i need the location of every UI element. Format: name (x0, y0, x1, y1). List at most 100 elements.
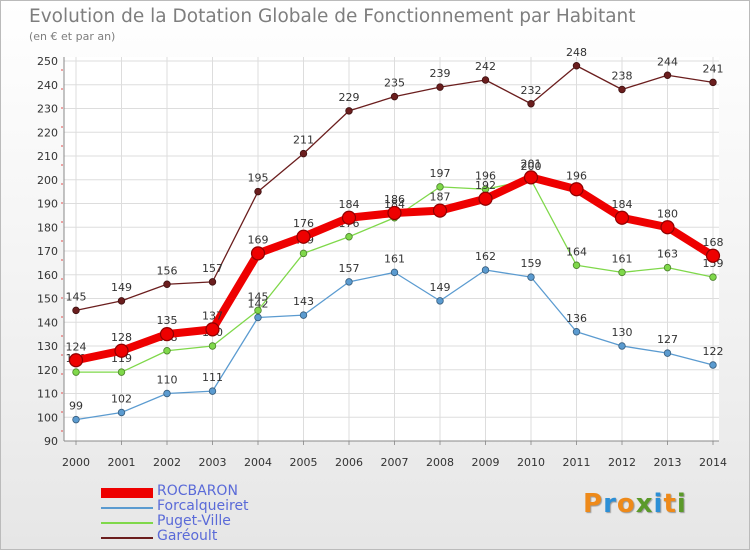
y-tick-label: 150 (37, 293, 58, 306)
legend-item: ROCBARON (101, 483, 401, 500)
data-label-rocbaron: 168 (703, 236, 724, 249)
data-point-rocbaron (523, 170, 539, 185)
data-label-forcalqueiret: 149 (430, 281, 451, 294)
data-label-rocbaron: 196 (566, 169, 587, 182)
logo-letter: x (635, 489, 654, 519)
data-point-gareoult (527, 100, 535, 108)
data-point-forcalqueiret (163, 389, 171, 398)
y-tick-label: 220 (37, 126, 58, 139)
data-label-forcalqueiret: 161 (384, 252, 405, 265)
x-tick-label: 2013 (654, 456, 682, 469)
data-point-forcalqueiret (618, 342, 626, 350)
legend-swatch (101, 537, 153, 539)
data-point-gareoult (117, 297, 126, 305)
data-label-gareoult: 156 (157, 264, 178, 277)
data-label-rocbaron: 169 (248, 233, 269, 246)
data-label-rocbaron: 186 (384, 193, 405, 206)
data-label-gareoult: 157 (202, 262, 223, 275)
data-label-rocbaron: 128 (111, 331, 132, 344)
data-point-gareoult (299, 149, 308, 158)
data-label-puget-ville: 164 (566, 245, 587, 258)
data-point-forcalqueiret (390, 268, 399, 277)
data-label-forcalqueiret: 130 (612, 326, 633, 339)
data-point-gareoult (481, 76, 490, 84)
data-point-rocbaron (387, 205, 402, 221)
logo-letter: i (676, 489, 687, 519)
data-label-puget-ville: 145 (248, 290, 269, 303)
data-label-rocbaron: 187 (430, 191, 451, 204)
data-label-forcalqueiret: 142 (248, 298, 269, 311)
data-label-gareoult: 229 (339, 91, 360, 104)
data-label-forcalqueiret: 102 (111, 393, 132, 406)
data-point-gareoult (208, 278, 217, 286)
x-tick-label: 2011 (563, 456, 591, 469)
data-label-gareoult: 238 (612, 70, 633, 83)
data-label-forcalqueiret: 162 (475, 250, 496, 263)
data-point-puget-ville (299, 249, 308, 258)
data-point-rocbaron (114, 343, 129, 358)
data-label-forcalqueiret: 99 (69, 400, 83, 413)
data-label-gareoult: 239 (430, 67, 451, 80)
data-point-forcalqueiret (254, 313, 262, 322)
data-label-gareoult: 241 (703, 62, 724, 75)
proxiti-logo: Proxiti (583, 489, 687, 519)
data-point-rocbaron (432, 203, 448, 218)
data-point-gareoult (663, 71, 672, 79)
logo-letter: t (663, 489, 677, 519)
data-point-puget-ville (663, 263, 672, 272)
data-point-rocbaron (341, 210, 357, 225)
data-point-puget-ville (345, 233, 353, 241)
data-label-forcalqueiret: 157 (339, 262, 360, 275)
x-tick-label: 2001 (108, 456, 136, 469)
data-label-rocbaron: 137 (202, 309, 223, 322)
legend-label: Puget-Ville (157, 513, 231, 529)
legend-swatch (101, 507, 153, 509)
y-tick-label: 130 (37, 340, 58, 353)
data-label-rocbaron: 184 (612, 198, 633, 211)
data-label-gareoult: 195 (248, 172, 269, 185)
data-label-puget-ville: 196 (475, 169, 496, 182)
data-label-puget-ville: 197 (430, 167, 451, 180)
legend-swatch (101, 488, 153, 498)
legend-item: Forcalqueiret (101, 498, 401, 515)
data-label-forcalqueiret: 111 (202, 371, 223, 384)
data-label-gareoult: 242 (475, 60, 496, 73)
x-tick-label: 2009 (472, 456, 500, 469)
plot-area (64, 57, 719, 441)
data-label-puget-ville: 184 (384, 198, 405, 211)
y-tick-label: 250 (37, 55, 58, 68)
data-point-rocbaron (68, 353, 84, 368)
data-label-forcalqueiret: 143 (293, 295, 314, 308)
data-point-gareoult (254, 187, 262, 196)
data-point-forcalqueiret (572, 328, 581, 336)
data-point-puget-ville (254, 306, 262, 315)
y-tick-label: 210 (37, 150, 58, 163)
x-tick-label: 2014 (699, 456, 727, 469)
x-tick-label: 2002 (153, 456, 181, 469)
data-point-gareoult (163, 280, 171, 288)
data-point-puget-ville (572, 261, 581, 269)
data-point-gareoult (572, 62, 581, 70)
data-point-rocbaron (614, 210, 630, 225)
data-point-forcalqueiret (481, 266, 490, 274)
y-tick-label: 240 (37, 79, 58, 92)
data-point-forcalqueiret (299, 311, 308, 319)
data-label-rocbaron: 176 (293, 217, 314, 230)
data-point-rocbaron (478, 191, 493, 206)
data-point-puget-ville (163, 347, 171, 355)
data-point-forcalqueiret (436, 297, 444, 305)
logo-letter: o (616, 489, 636, 519)
y-tick-label: 100 (37, 411, 58, 424)
legend-label: Garéoult (157, 528, 218, 544)
y-tick-label: 140 (37, 316, 58, 329)
x-tick-label: 2007 (381, 456, 409, 469)
data-label-gareoult: 248 (566, 46, 587, 59)
data-label-puget-ville: 200 (521, 160, 542, 173)
data-point-rocbaron (205, 322, 220, 337)
y-tick-label: 110 (37, 388, 58, 401)
data-label-rocbaron: 180 (657, 207, 678, 220)
data-point-forcalqueiret (72, 415, 80, 424)
legend-label: Forcalqueiret (157, 498, 249, 514)
x-tick-label: 2004 (244, 456, 272, 469)
y-tick-label: 190 (37, 198, 58, 211)
